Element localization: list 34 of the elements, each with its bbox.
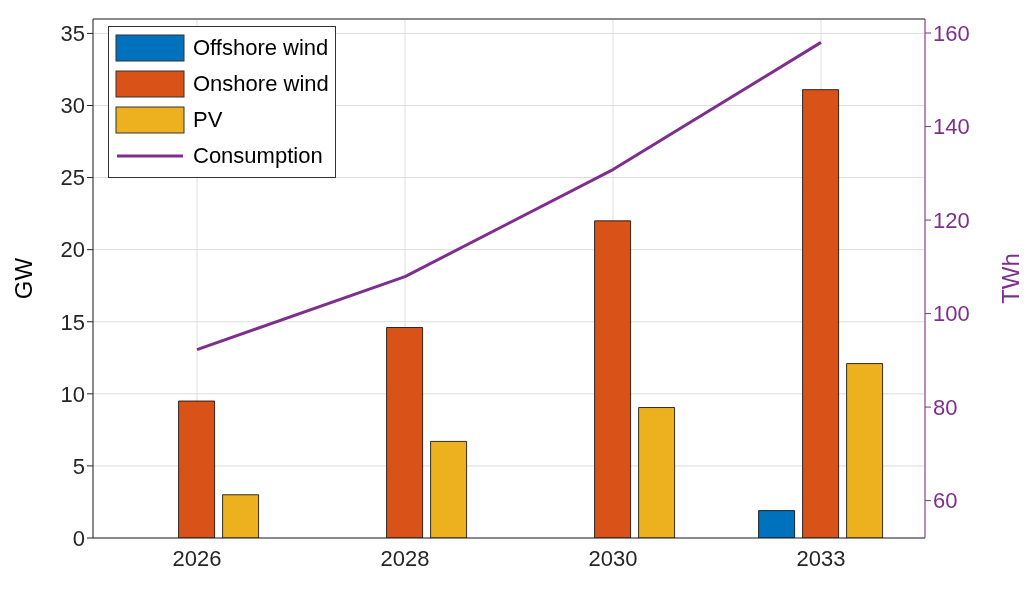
y-tick-label: 10 (60, 381, 85, 407)
bar (594, 220, 631, 538)
y-axis-title: GW (9, 257, 37, 300)
y-tick-label: 5 (72, 453, 85, 479)
y-tick-label: 35 (60, 21, 85, 47)
bar (802, 89, 839, 538)
y2-axis-title: TWh (996, 253, 1024, 304)
bar (386, 327, 423, 538)
y-tick-label: 20 (60, 237, 85, 263)
bar (758, 510, 795, 538)
bar (430, 441, 467, 538)
y2-tick-label: 160 (933, 20, 970, 46)
y2-tick-label: 60 (933, 488, 958, 514)
legend-label: Consumption (193, 143, 323, 169)
legend-label: PV (193, 107, 223, 133)
bar (846, 363, 883, 538)
x-tick-label: 2026 (172, 545, 222, 571)
y2-tick-label: 140 (933, 114, 970, 140)
x-tick-label: 2028 (380, 545, 430, 571)
legend-label: Onshore wind (193, 71, 329, 97)
bar (222, 494, 259, 538)
y2-tick-label: 120 (933, 207, 970, 233)
y2-tick-label: 100 (933, 301, 970, 327)
bar (638, 407, 675, 538)
x-tick-label: 2033 (796, 545, 846, 571)
bar (178, 400, 215, 538)
x-tick-label: 2030 (588, 545, 638, 571)
y-tick-label: 30 (60, 93, 85, 119)
y2-tick-label: 80 (933, 394, 958, 420)
legend-label: Offshore wind (193, 35, 329, 61)
y-tick-label: 0 (72, 525, 85, 551)
y-tick-label: 15 (60, 309, 85, 335)
line-series (195, 40, 823, 352)
y-tick-label: 25 (60, 165, 85, 191)
